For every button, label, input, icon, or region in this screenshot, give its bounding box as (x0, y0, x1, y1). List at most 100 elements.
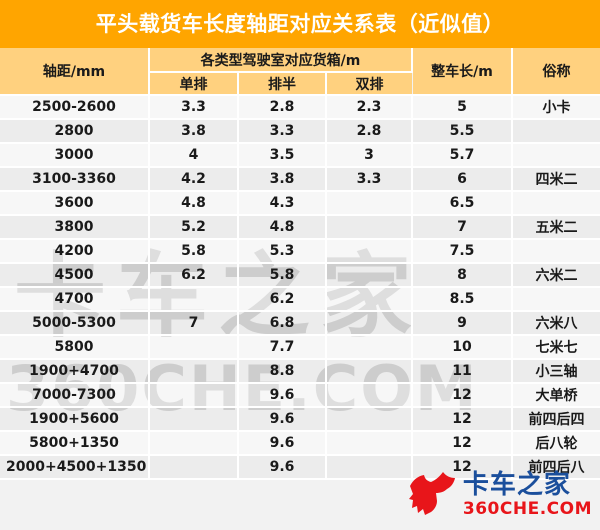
cell-nickname: 前四后四 (512, 407, 600, 432)
table-row: 1900+4700 8.8 11 小三轴 (0, 359, 600, 384)
cell-half: 4.8 (238, 215, 327, 240)
cell-half: 5.3 (238, 239, 327, 264)
title-banner: 平头载货车长度轴距对应关系表（近似值） (0, 0, 600, 48)
cell-nickname: 七米七 (512, 335, 600, 360)
header-row-main: 轴距/mm 各类型驾驶室对应货箱/m 整车长/m 俗称 (0, 48, 600, 96)
cell-wheelbase: 3600 (0, 191, 150, 216)
cell-half: 9.6 (238, 431, 327, 456)
cell-nickname: 六米二 (512, 263, 600, 288)
cell-length: 6 (412, 167, 514, 192)
cell-half: 9.6 (238, 455, 327, 480)
cell-single: 3.8 (149, 119, 239, 144)
cell-nickname: 六米八 (512, 311, 600, 336)
cell-wheelbase: 3800 (0, 215, 150, 240)
header-row-sub: 单排 排半 双排 (0, 72, 600, 96)
cell-length: 6.5 (412, 191, 514, 216)
cell-single: 5.8 (149, 239, 239, 264)
table-row: 2800 3.8 3.3 2.8 5.5 (0, 119, 600, 144)
cell-double: 3 (326, 143, 414, 168)
cell-single (149, 407, 239, 432)
table-row: 4200 5.8 5.3 7.5 (0, 239, 600, 264)
cell-wheelbase: 5000-5300 (0, 311, 150, 336)
cell-nickname (512, 119, 600, 144)
cell-double (326, 359, 414, 384)
cell-nickname: 小卡 (512, 95, 600, 120)
table-row: 1900+5600 9.6 12 前四后四 (0, 407, 600, 432)
cell-wheelbase: 5800 (0, 335, 150, 360)
table-body: 2500-2600 3.3 2.8 2.3 5 小卡 2800 3.8 3.3 2.8 5.5 300… (0, 95, 600, 480)
table-row: 5800 7.7 10 七米七 (0, 335, 600, 360)
header-half-row: 排半 (238, 72, 327, 96)
cell-half: 2.8 (238, 95, 327, 120)
cell-length: 10 (412, 335, 514, 360)
cell-length: 12 (412, 455, 514, 480)
cell-length: 5.7 (412, 143, 514, 168)
cell-wheelbase: 4500 (0, 263, 150, 288)
cell-half: 7.7 (238, 335, 327, 360)
cell-half: 4.3 (238, 191, 327, 216)
table-row: 3800 5.2 4.8 7 五米二 (0, 215, 600, 240)
cell-wheelbase: 4200 (0, 239, 150, 264)
header-wheelbase: 轴距/mm (0, 48, 150, 96)
table-row: 5000-5300 7 6.8 9 六米八 (0, 311, 600, 336)
cell-length: 8.5 (412, 287, 514, 312)
cell-double (326, 191, 414, 216)
cell-length: 9 (412, 311, 514, 336)
cell-wheelbase: 7000-7300 (0, 383, 150, 408)
header-nickname: 俗称 (512, 48, 600, 96)
table-row: 5800+1350 9.6 12 后八轮 (0, 431, 600, 456)
cell-single (149, 359, 239, 384)
brand-logo: 卡车之家 360CHE.COM (407, 468, 592, 524)
bull-icon (408, 472, 455, 515)
table-row: 3600 4.8 4.3 6.5 (0, 191, 600, 216)
page-title: 平头载货车长度轴距对应关系表（近似值） (95, 11, 505, 36)
table-row: 4700 6.2 8.5 (0, 287, 600, 312)
cell-length: 12 (412, 431, 514, 456)
cell-half: 8.8 (238, 359, 327, 384)
cell-double (326, 431, 414, 456)
cell-wheelbase: 2000+4500+1350 (0, 455, 150, 480)
cell-half: 3.3 (238, 119, 327, 144)
cell-length: 7 (412, 215, 514, 240)
header-double-row: 双排 (326, 72, 413, 96)
header-single-row: 单排 (149, 72, 239, 96)
cell-nickname: 前四后八 (512, 455, 600, 480)
cell-length: 8 (412, 263, 514, 288)
cell-nickname: 小三轴 (512, 359, 600, 384)
table-row: 7000-7300 9.6 12 大单桥 (0, 383, 600, 408)
cell-double (326, 335, 414, 360)
cell-single: 4 (149, 143, 239, 168)
cell-wheelbase: 5800+1350 (0, 431, 150, 456)
cell-nickname: 大单桥 (512, 383, 600, 408)
cell-single: 7 (149, 311, 239, 336)
table-row: 3100-3360 4.2 3.8 3.3 6 四米二 (0, 167, 600, 192)
table-row: 3000 4 3.5 3 5.7 (0, 143, 600, 168)
cell-wheelbase: 1900+5600 (0, 407, 150, 432)
table-row: 4500 6.2 5.8 8 六米二 (0, 263, 600, 288)
cell-wheelbase: 2800 (0, 119, 150, 144)
header-total-length: 整车长/m (412, 48, 514, 96)
cell-double: 2.8 (326, 119, 414, 144)
cell-length: 7.5 (412, 239, 514, 264)
table-row: 2000+4500+1350 9.6 12 前四后八 (0, 455, 600, 480)
cell-single (149, 383, 239, 408)
cell-wheelbase: 4700 (0, 287, 150, 312)
cell-single: 4.8 (149, 191, 239, 216)
cell-half: 3.8 (238, 167, 327, 192)
cell-single: 3.3 (149, 95, 239, 120)
cell-length: 11 (412, 359, 514, 384)
cell-single (149, 431, 239, 456)
cell-nickname (512, 191, 600, 216)
cell-length: 5 (412, 95, 514, 120)
cell-single: 6.2 (149, 263, 239, 288)
cell-wheelbase: 1900+4700 (0, 359, 150, 384)
cell-single (149, 335, 239, 360)
logo-chinese: 卡车之家 (462, 470, 571, 500)
cell-half: 6.2 (238, 287, 327, 312)
table-header: 轴距/mm 各类型驾驶室对应货箱/m 整车长/m 俗称 单排 排半 双排 (0, 48, 600, 96)
cell-nickname (512, 143, 600, 168)
cell-single (149, 455, 239, 480)
cell-single: 4.2 (149, 167, 239, 192)
cell-nickname: 后八轮 (512, 431, 600, 456)
